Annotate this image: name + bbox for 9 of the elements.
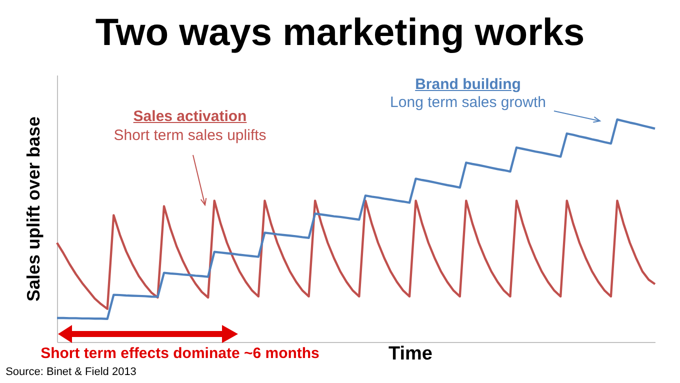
x-axis-title: Time bbox=[388, 344, 433, 364]
text: Sales activation bbox=[133, 108, 247, 125]
text: Long term sales growth bbox=[390, 94, 546, 111]
text: Brand building bbox=[415, 76, 521, 93]
annotation: Short term sales uplifts bbox=[114, 127, 266, 144]
text: Short term effects dominate ~6 months bbox=[40, 345, 320, 362]
chart-title: Two ways marketing works bbox=[95, 12, 585, 54]
y-axis-title: Sales uplift over base bbox=[24, 116, 44, 302]
source-note: Source: Binet & Field 2013 bbox=[6, 366, 136, 378]
